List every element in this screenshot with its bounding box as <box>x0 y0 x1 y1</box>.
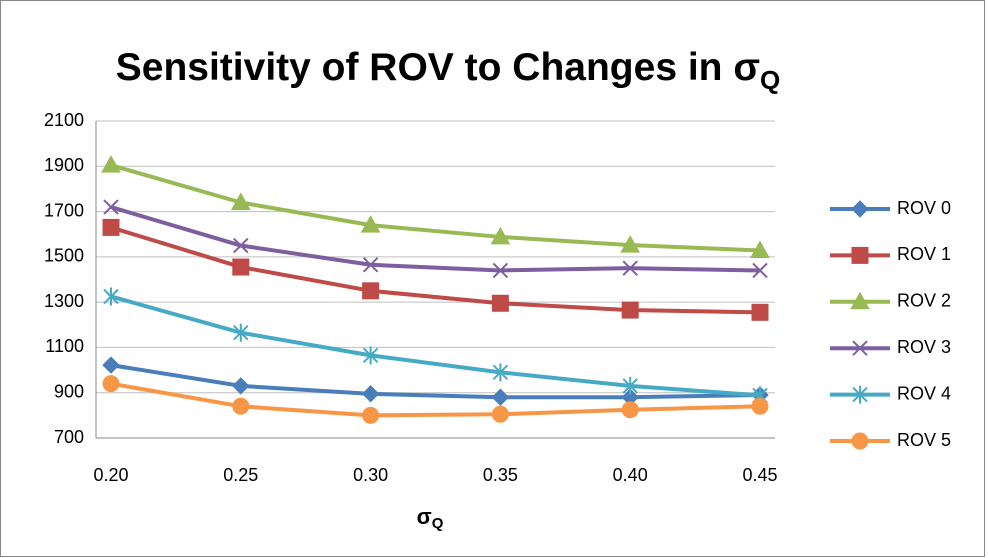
x-tick-label: 0.20 <box>93 465 128 485</box>
x-tick-label: 0.35 <box>483 465 518 485</box>
marker <box>751 397 769 415</box>
legend-label: ROV 5 <box>897 430 951 450</box>
x-axis-label: σQ <box>417 504 444 532</box>
marker <box>103 199 119 215</box>
legend-label: ROV 2 <box>897 291 951 311</box>
marker <box>491 294 509 312</box>
series <box>102 375 769 424</box>
series <box>103 287 768 405</box>
marker <box>851 246 869 264</box>
marker <box>362 346 379 365</box>
legend-label: ROV 0 <box>897 198 951 218</box>
x-label-main: σ <box>417 504 432 529</box>
marker <box>620 235 641 253</box>
marker <box>103 287 119 306</box>
title-subscript: Q <box>760 65 780 95</box>
marker <box>362 257 379 273</box>
series <box>103 199 768 279</box>
x-label-subscript: Q <box>432 515 444 532</box>
marker <box>232 258 250 276</box>
marker <box>752 262 768 279</box>
marker <box>751 303 769 321</box>
y-tick-label: 1700 <box>44 200 84 220</box>
marker <box>852 340 868 356</box>
x-tick-label: 0.30 <box>353 465 388 485</box>
x-tick-label: 0.40 <box>613 465 648 485</box>
y-tick-label: 900 <box>54 381 84 401</box>
marker <box>622 260 638 276</box>
marker <box>490 226 511 245</box>
marker <box>233 323 249 342</box>
marker <box>622 376 638 395</box>
marker <box>101 155 121 173</box>
marker <box>102 375 120 393</box>
marker <box>102 356 120 374</box>
marker <box>852 385 868 404</box>
marker <box>491 388 510 406</box>
series-line <box>110 205 761 273</box>
marker <box>232 377 250 395</box>
y-tick-label: 2100 <box>44 110 84 130</box>
marker <box>360 215 381 233</box>
chart-title: Sensitivity of ROV to Changes in σQ <box>116 46 781 95</box>
series-line <box>110 363 761 400</box>
marker <box>750 240 770 259</box>
series <box>102 218 769 321</box>
y-tick-label: 700 <box>54 427 84 447</box>
marker <box>491 405 509 423</box>
marker <box>851 200 869 218</box>
legend-label: ROV 3 <box>897 337 951 357</box>
marker <box>851 432 869 450</box>
series-line <box>110 163 761 253</box>
marker <box>233 237 249 254</box>
marker <box>232 397 250 415</box>
y-tick-label: 1100 <box>45 336 84 356</box>
marker <box>362 282 380 300</box>
y-tick-label: 1500 <box>44 246 84 266</box>
series-line <box>110 225 761 315</box>
marker <box>492 363 509 382</box>
series-line <box>110 294 761 398</box>
marker <box>361 385 380 403</box>
marker <box>230 192 251 211</box>
marker <box>362 406 380 424</box>
y-tick-label: 1900 <box>44 155 84 175</box>
marker <box>621 401 639 419</box>
marker <box>492 262 509 279</box>
y-tick-label: 1300 <box>44 291 84 311</box>
legend-label: ROV 4 <box>897 383 951 403</box>
series <box>101 155 770 259</box>
x-tick-label: 0.25 <box>223 465 258 485</box>
marker <box>621 301 639 319</box>
title-main: Sensitivity of ROV to Changes in σ <box>116 46 760 89</box>
marker <box>102 218 120 236</box>
x-tick-label: 0.45 <box>742 465 777 485</box>
marker <box>850 291 870 310</box>
legend-label: ROV 1 <box>897 244 951 264</box>
series-line <box>110 381 761 418</box>
